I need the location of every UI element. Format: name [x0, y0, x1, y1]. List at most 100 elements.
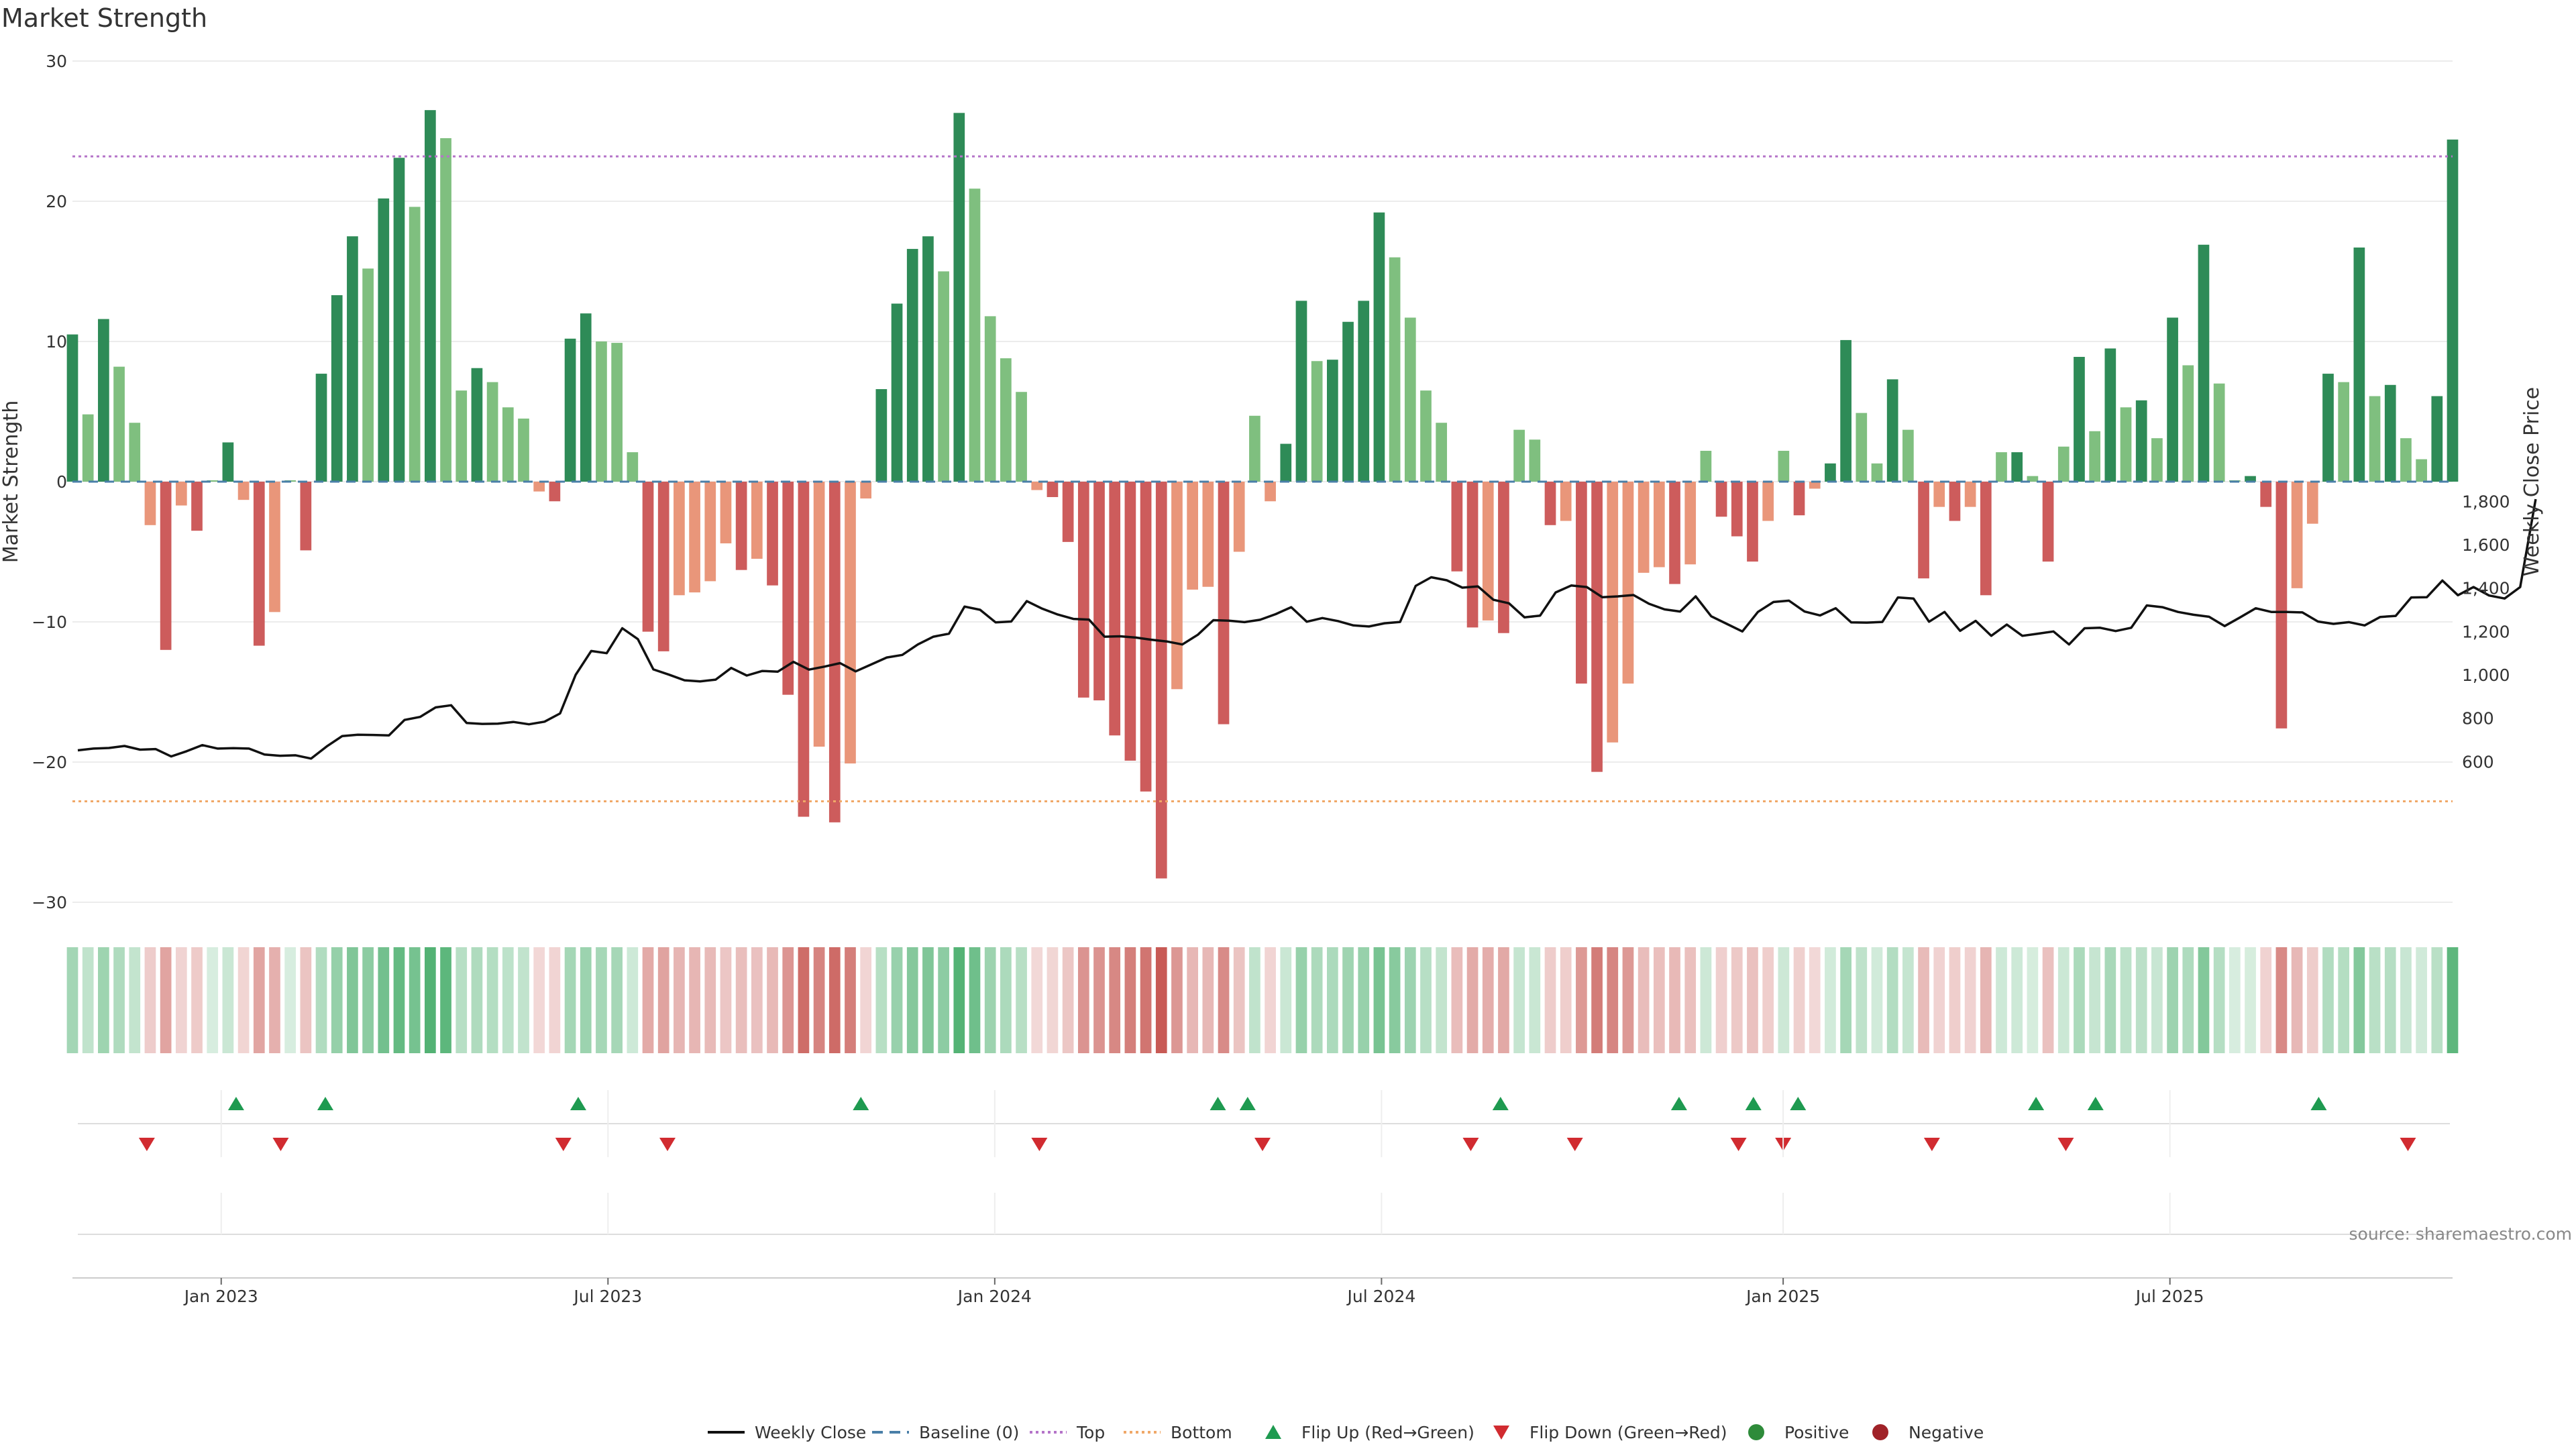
heat-cell [113, 947, 125, 1053]
heat-cell [782, 947, 794, 1053]
strength-bar [782, 482, 794, 695]
strength-bar [704, 482, 716, 582]
flip-down-marker [1254, 1138, 1271, 1151]
heat-cell [1498, 947, 1509, 1053]
heat-cell [2057, 947, 2070, 1053]
flip-down-marker [659, 1138, 676, 1151]
heat-cell [378, 947, 390, 1053]
heat-cell [891, 947, 903, 1053]
heat-cell [657, 947, 669, 1053]
heat-cell [1544, 947, 1556, 1053]
strength-bar [222, 442, 234, 482]
strength-bar [2400, 438, 2412, 482]
heat-cell [596, 947, 607, 1053]
flip-up-marker [227, 1097, 244, 1110]
heat-cell [1404, 947, 1416, 1053]
heat-cell [1420, 947, 1432, 1053]
strength-bar [1062, 482, 1074, 542]
strength-bar [1373, 212, 1385, 482]
flip-up-marker [2028, 1097, 2045, 1110]
strength-bar [1700, 451, 1712, 482]
heat-cell [767, 947, 778, 1053]
heat-cell [82, 947, 94, 1053]
strength-bar [1295, 301, 1307, 482]
weekly-close-line-group [77, 498, 2537, 760]
heat-cell [1529, 947, 1541, 1053]
legend-label: Top [1076, 1423, 1105, 1442]
strength-bar [1762, 482, 1774, 521]
legend-label: Negative [1909, 1423, 1984, 1442]
right-tick-label: 1,600 [2462, 535, 2510, 555]
strength-bar [1933, 482, 1945, 507]
heat-cell [704, 947, 716, 1053]
heat-cell [129, 947, 141, 1053]
heat-cell [1062, 947, 1074, 1053]
x-tick-label: Jul 2023 [572, 1287, 642, 1306]
strength-bar [502, 407, 514, 482]
legend-swatch-dot [1748, 1424, 1764, 1440]
right-axis-label: Weekly Close Price [2520, 387, 2544, 576]
strength-bar [175, 482, 187, 506]
heat-cell [2260, 947, 2272, 1053]
heat-cell [906, 947, 918, 1053]
strength-bar [2384, 384, 2396, 482]
strength-bar [875, 389, 888, 482]
strength-bar [813, 482, 825, 747]
strength-bar [938, 271, 949, 482]
strength-bar [2011, 452, 2023, 482]
strength-bar [2338, 382, 2350, 482]
strength-bar [207, 480, 219, 482]
heat-cell [1591, 947, 1603, 1053]
strength-bar [735, 482, 747, 570]
heat-cell [1155, 947, 1167, 1053]
heat-cell [2135, 947, 2147, 1053]
heat-cell [237, 947, 250, 1053]
heat-cell [284, 947, 297, 1053]
strength-bar [486, 382, 498, 482]
right-tick-label: 1,000 [2462, 665, 2510, 685]
strength-bar [1109, 482, 1121, 736]
heat-cell [611, 947, 623, 1053]
x-tick-label: Jan 2025 [1745, 1287, 1820, 1306]
heat-cell [549, 947, 561, 1053]
strength-bar [1000, 358, 1012, 482]
heat-cell [222, 947, 234, 1053]
heat-cell [813, 947, 825, 1053]
strength-bar [580, 313, 592, 482]
heat-cell [580, 947, 592, 1053]
heat-cell [1964, 947, 1976, 1053]
heat-cell [1684, 947, 1697, 1053]
heat-cell [1373, 947, 1385, 1053]
heat-cell [502, 947, 514, 1053]
heat-cell [98, 947, 109, 1053]
strength-bar [1544, 482, 1556, 525]
strength-bar [1996, 452, 2007, 482]
strength-bar [2104, 348, 2116, 482]
strength-bar [1653, 482, 1665, 568]
strength-bar [1949, 482, 1961, 521]
heat-cell [1840, 947, 1851, 1053]
heat-cell [2275, 947, 2288, 1053]
x-tick-label: Jul 2024 [1346, 1287, 1416, 1306]
flip-up-marker [2087, 1097, 2104, 1110]
heat-cell [300, 947, 312, 1053]
heat-cell [1856, 947, 1868, 1053]
heat-cell [1327, 947, 1338, 1053]
legend-label: Weekly Close [755, 1423, 866, 1442]
heat-cell [1622, 947, 1634, 1053]
strength-bar [564, 338, 576, 482]
heat-cell [2198, 947, 2210, 1053]
heat-cell [2229, 947, 2241, 1053]
heat-cell [393, 947, 405, 1053]
flip-down-marker [272, 1138, 289, 1151]
heat-cell [1980, 947, 1992, 1053]
strength-bar [1669, 482, 1680, 584]
strength-bar [891, 303, 903, 482]
strength-bar [1918, 482, 1929, 579]
strength-bar [1980, 482, 1992, 596]
strength-bar [1265, 482, 1276, 502]
heat-cell [2027, 947, 2039, 1053]
heat-cell [1747, 947, 1758, 1053]
heat-cell [1466, 947, 1479, 1053]
flip-down-marker [555, 1138, 572, 1151]
